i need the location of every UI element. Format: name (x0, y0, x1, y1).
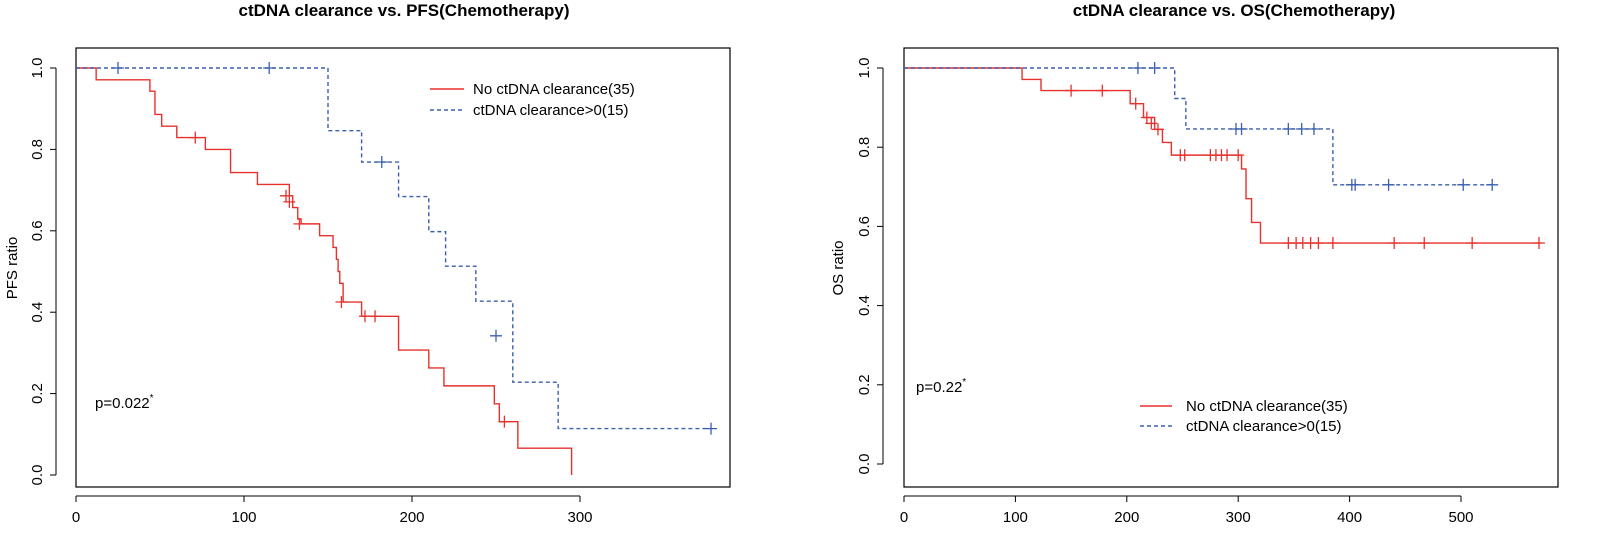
os-censor-mark-clearance (1282, 122, 1295, 135)
pfs-x-tick-label: 100 (231, 509, 256, 526)
pfs-censor-mark-no-clearance (283, 195, 296, 208)
pfs-y-tick-label: 0.2 (29, 383, 46, 404)
os-censor-mark-no-clearance (1418, 237, 1431, 250)
os-chart-title: ctDNA clearance vs. OS(Chemotherapy) (1073, 1, 1395, 20)
pfs-censor-mark-clearance (490, 329, 502, 342)
os-censor-mark-clearance (1349, 178, 1362, 191)
os-y-axis-label: OS ratio (830, 240, 847, 295)
os-legend: No ctDNA clearance(35) ctDNA clearance>0… (1140, 398, 1348, 435)
os-censor-mark-clearance (1457, 178, 1470, 191)
os-censor-mark-clearance (1235, 122, 1248, 135)
os-y-tick-label: 0.2 (856, 374, 873, 395)
pfs-y-tick-label: 0.0 (29, 465, 46, 486)
pfs-y-axis-label: PFS ratio (4, 237, 21, 300)
pfs-censor-mark-clearance (375, 156, 388, 169)
os-censor-mark-no-clearance (1096, 84, 1109, 97)
os-censor-mark-no-clearance (1232, 149, 1245, 162)
os-censor-mark-no-clearance (1145, 117, 1158, 130)
pfs-x-tick-label: 0 (72, 509, 80, 526)
os-censor-mark-no-clearance (1178, 149, 1191, 162)
os-p-value: p=0.22* (916, 377, 966, 396)
os-censor-mark-no-clearance (1221, 149, 1234, 162)
os-x-tick-label: 200 (1114, 509, 1139, 526)
os-legend-label-clearance: ctDNA clearance>0(15) (1186, 418, 1342, 435)
pfs-y-tick-label: 1.0 (29, 58, 46, 79)
os-survival-curve-no-clearance (904, 67, 1542, 244)
os-legend-label-no-clearance: No ctDNA clearance(35) (1186, 398, 1348, 415)
pfs-x-tick-label: 300 (567, 509, 592, 526)
pfs-censor-mark-no-clearance (498, 415, 511, 428)
pfs-censor-mark-clearance (705, 422, 718, 435)
os-censor-mark-no-clearance (1326, 237, 1339, 250)
os-x-tick-label: 100 (1003, 509, 1028, 526)
os-y-tick-label: 0.8 (856, 137, 873, 158)
pfs-plot-frame (75, 47, 731, 488)
os-y-tick-label: 1.0 (856, 58, 873, 79)
os-censor-mark-clearance (1486, 178, 1499, 191)
os-y-tick-label: 0.4 (856, 295, 873, 316)
os-censor-mark-no-clearance (1312, 237, 1325, 250)
pfs-censor-mark-no-clearance (293, 217, 306, 230)
pfs-x-tick-label: 200 (399, 509, 424, 526)
os-censor-mark-no-clearance (1065, 84, 1078, 97)
os-plot-frame (903, 47, 1559, 488)
os-x-tick-label: 0 (900, 509, 908, 526)
pfs-panel: ctDNA clearance vs. PFS(Chemotherapy) PF… (4, 1, 731, 526)
pfs-legend: No ctDNA clearance(35) ctDNA clearance>0… (430, 81, 635, 119)
pfs-censor-mark-no-clearance (280, 189, 292, 202)
os-censor-mark-no-clearance (1151, 123, 1164, 136)
os-censor-mark-clearance (1307, 122, 1320, 135)
pfs-survival-curve-clearance (76, 67, 712, 430)
os-censor-mark-clearance (1295, 122, 1308, 135)
pfs-censor-mark-clearance (112, 62, 124, 74)
os-survival-curve-clearance (904, 67, 1493, 186)
os-x-tick-label: 400 (1337, 509, 1362, 526)
pfs-chart-title: ctDNA clearance vs. PFS(Chemotherapy) (239, 1, 570, 20)
pfs-p-value: p=0.022* (95, 393, 154, 412)
os-x-tick-label: 300 (1226, 509, 1251, 526)
pfs-censor-mark-clearance (263, 62, 276, 74)
os-censor-mark-clearance (1148, 62, 1161, 74)
os-y-tick-label: 0.0 (856, 454, 873, 475)
pfs-censor-mark-no-clearance (189, 131, 202, 144)
pfs-survival-curve-no-clearance (76, 67, 573, 475)
os-y-tick-label: 0.6 (856, 216, 873, 237)
os-censor-mark-no-clearance (1388, 237, 1401, 250)
os-censor-mark-no-clearance (1466, 237, 1479, 250)
os-censor-mark-no-clearance (1532, 237, 1545, 250)
pfs-y-tick-label: 0.4 (29, 302, 46, 323)
os-censor-mark-clearance (1131, 62, 1144, 74)
os-panel: ctDNA clearance vs. OS(Chemotherapy) OS … (830, 1, 1559, 526)
os-censor-mark-no-clearance (1129, 97, 1142, 110)
pfs-y-tick-label: 0.8 (29, 139, 46, 160)
pfs-legend-label-clearance: ctDNA clearance>0(15) (473, 102, 629, 119)
pfs-censor-mark-no-clearance (335, 296, 348, 309)
pfs-legend-label-no-clearance: No ctDNA clearance(35) (473, 81, 635, 98)
os-censor-mark-clearance (1382, 178, 1395, 191)
pfs-censor-mark-no-clearance (358, 310, 371, 323)
pfs-censor-mark-no-clearance (369, 310, 382, 323)
pfs-y-tick-label: 0.6 (29, 220, 46, 241)
os-x-tick-label: 500 (1448, 509, 1473, 526)
